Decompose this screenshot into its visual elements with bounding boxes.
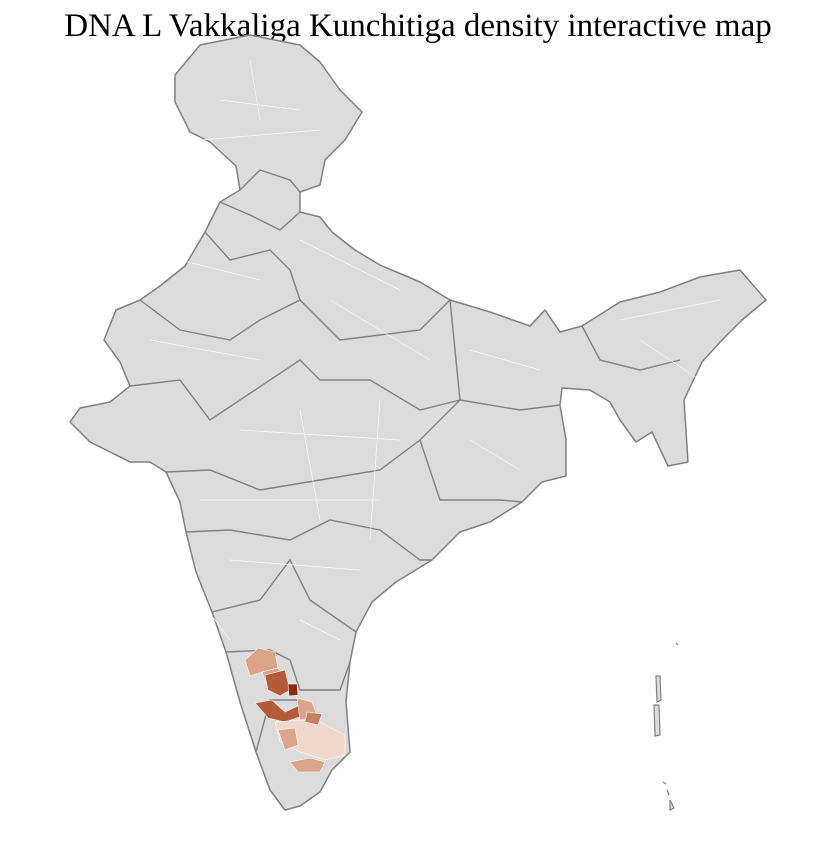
- district-density[interactable]: [289, 757, 326, 773]
- district-density[interactable]: [304, 711, 323, 726]
- andaman-nicobar-islands[interactable]: [653, 642, 679, 811]
- district-borders: [149, 59, 721, 641]
- district-density[interactable]: [287, 683, 299, 697]
- district-density[interactable]: [277, 727, 299, 751]
- india-landmass[interactable]: [69, 34, 767, 811]
- district-density[interactable]: [264, 669, 291, 697]
- map-title: DNA L Vakkaliga Kunchitiga density inter…: [64, 8, 772, 44]
- state-borders: [129, 169, 681, 753]
- density-districts[interactable]: [244, 647, 346, 773]
